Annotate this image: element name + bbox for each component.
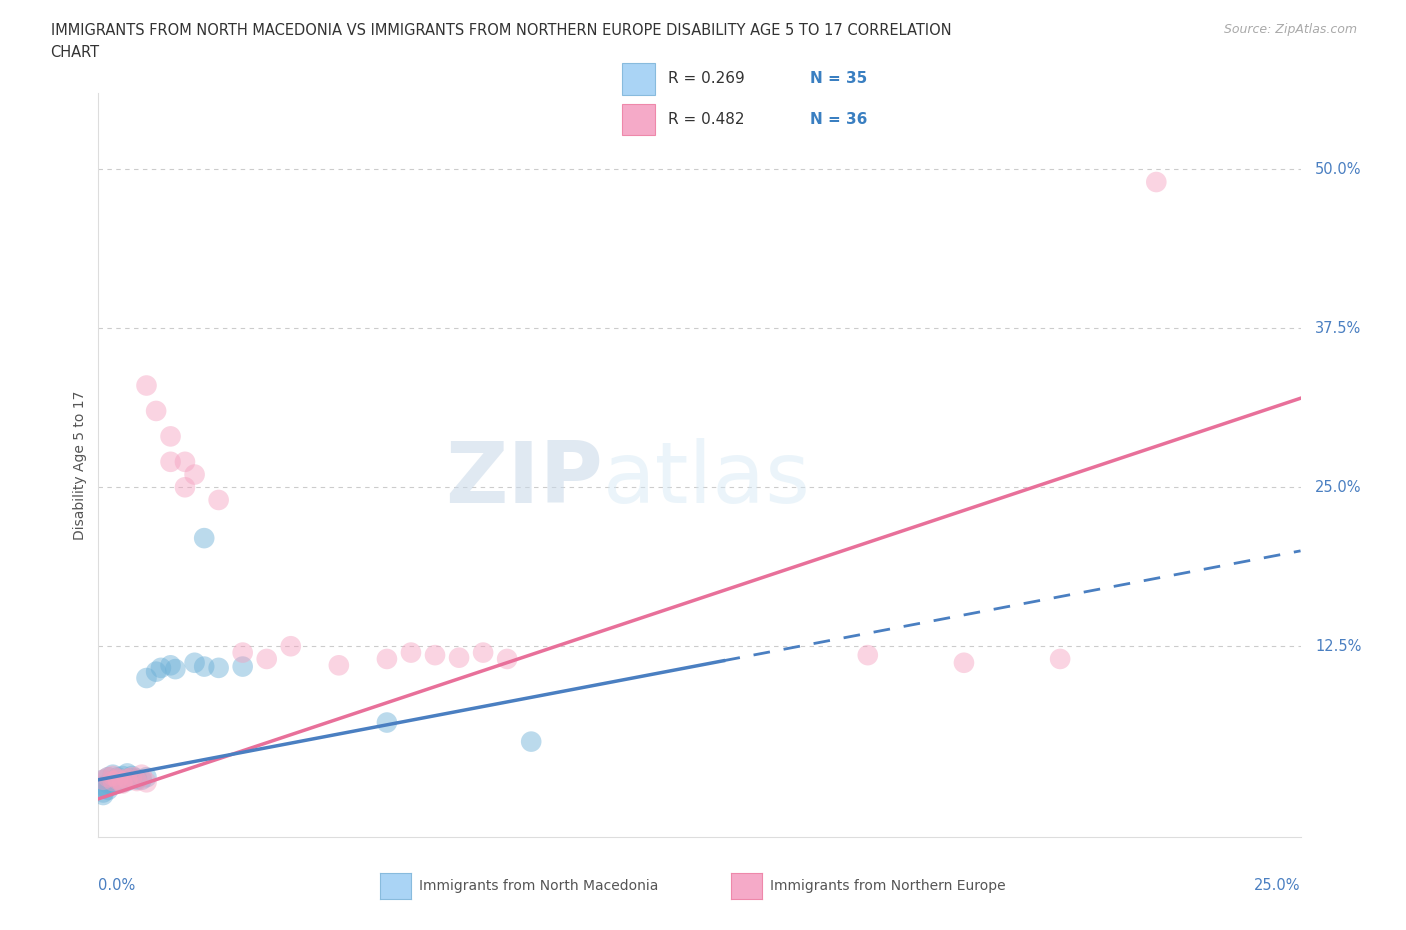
Text: IMMIGRANTS FROM NORTH MACEDONIA VS IMMIGRANTS FROM NORTHERN EUROPE DISABILITY AG: IMMIGRANTS FROM NORTH MACEDONIA VS IMMIG…: [51, 23, 952, 38]
Point: [1049, 652, 1071, 667]
Point: [193, 659, 215, 674]
Point: [280, 639, 302, 654]
Point: [91, 772, 114, 787]
Text: 25.0%: 25.0%: [1254, 878, 1301, 893]
Point: [117, 766, 139, 781]
Point: [91, 781, 114, 796]
Text: 0.0%: 0.0%: [98, 878, 135, 893]
Point: [423, 647, 446, 662]
Point: [97, 770, 120, 785]
Point: [1144, 175, 1167, 190]
Point: [183, 656, 205, 671]
Point: [174, 455, 197, 470]
Point: [97, 770, 120, 785]
Point: [159, 455, 181, 470]
Point: [97, 777, 120, 791]
Point: [328, 658, 350, 672]
Point: [399, 645, 422, 660]
Point: [117, 772, 139, 787]
Point: [111, 775, 134, 790]
Point: [101, 775, 124, 790]
Point: [520, 734, 543, 749]
Point: [232, 659, 254, 674]
Point: [256, 652, 278, 667]
Point: [111, 777, 134, 791]
Point: [97, 782, 120, 797]
Point: [232, 645, 254, 660]
Text: CHART: CHART: [51, 45, 100, 60]
Point: [375, 715, 398, 730]
Point: [135, 770, 157, 785]
Text: ZIP: ZIP: [446, 438, 603, 522]
Point: [91, 778, 114, 793]
Point: [183, 467, 205, 482]
Point: [121, 770, 143, 785]
Point: [145, 404, 167, 418]
Text: R = 0.269: R = 0.269: [668, 72, 745, 86]
Text: 12.5%: 12.5%: [1315, 639, 1361, 654]
Point: [125, 774, 148, 789]
Point: [208, 660, 231, 675]
Point: [91, 772, 114, 787]
Point: [472, 645, 495, 660]
Point: [135, 671, 157, 685]
FancyBboxPatch shape: [621, 103, 655, 136]
Point: [107, 777, 129, 791]
Y-axis label: Disability Age 5 to 17: Disability Age 5 to 17: [73, 391, 87, 539]
Point: [159, 658, 181, 672]
Point: [101, 777, 124, 792]
Point: [131, 767, 153, 782]
Point: [145, 664, 167, 679]
Point: [953, 656, 976, 671]
Point: [107, 770, 129, 785]
Text: N = 35: N = 35: [810, 72, 868, 86]
Text: 50.0%: 50.0%: [1315, 162, 1361, 177]
Point: [159, 429, 181, 444]
Point: [125, 771, 148, 786]
Point: [121, 771, 143, 786]
Point: [149, 660, 172, 675]
Point: [174, 480, 197, 495]
Point: [107, 771, 129, 786]
Point: [125, 772, 148, 787]
Point: [111, 768, 134, 783]
Text: Immigrants from Northern Europe: Immigrants from Northern Europe: [770, 879, 1007, 894]
Text: atlas: atlas: [603, 438, 811, 522]
Point: [856, 647, 879, 662]
Text: Source: ZipAtlas.com: Source: ZipAtlas.com: [1223, 23, 1357, 36]
Point: [121, 768, 143, 783]
Point: [91, 788, 114, 803]
Text: 37.5%: 37.5%: [1315, 321, 1361, 336]
Text: N = 36: N = 36: [810, 112, 868, 126]
Point: [107, 772, 129, 787]
Point: [91, 785, 114, 800]
Point: [135, 379, 157, 393]
Point: [101, 767, 124, 782]
Point: [117, 774, 139, 789]
Text: R = 0.482: R = 0.482: [668, 112, 744, 126]
Point: [101, 768, 124, 783]
FancyBboxPatch shape: [621, 63, 655, 95]
Text: Immigrants from North Macedonia: Immigrants from North Macedonia: [419, 879, 658, 894]
Point: [165, 661, 187, 676]
Point: [208, 493, 231, 508]
Point: [131, 772, 153, 787]
Point: [447, 650, 470, 665]
Point: [375, 652, 398, 667]
Text: 25.0%: 25.0%: [1315, 480, 1361, 495]
Point: [193, 531, 215, 546]
Point: [111, 775, 134, 790]
Point: [135, 775, 157, 790]
Point: [101, 774, 124, 789]
Point: [496, 652, 519, 667]
Point: [117, 771, 139, 786]
